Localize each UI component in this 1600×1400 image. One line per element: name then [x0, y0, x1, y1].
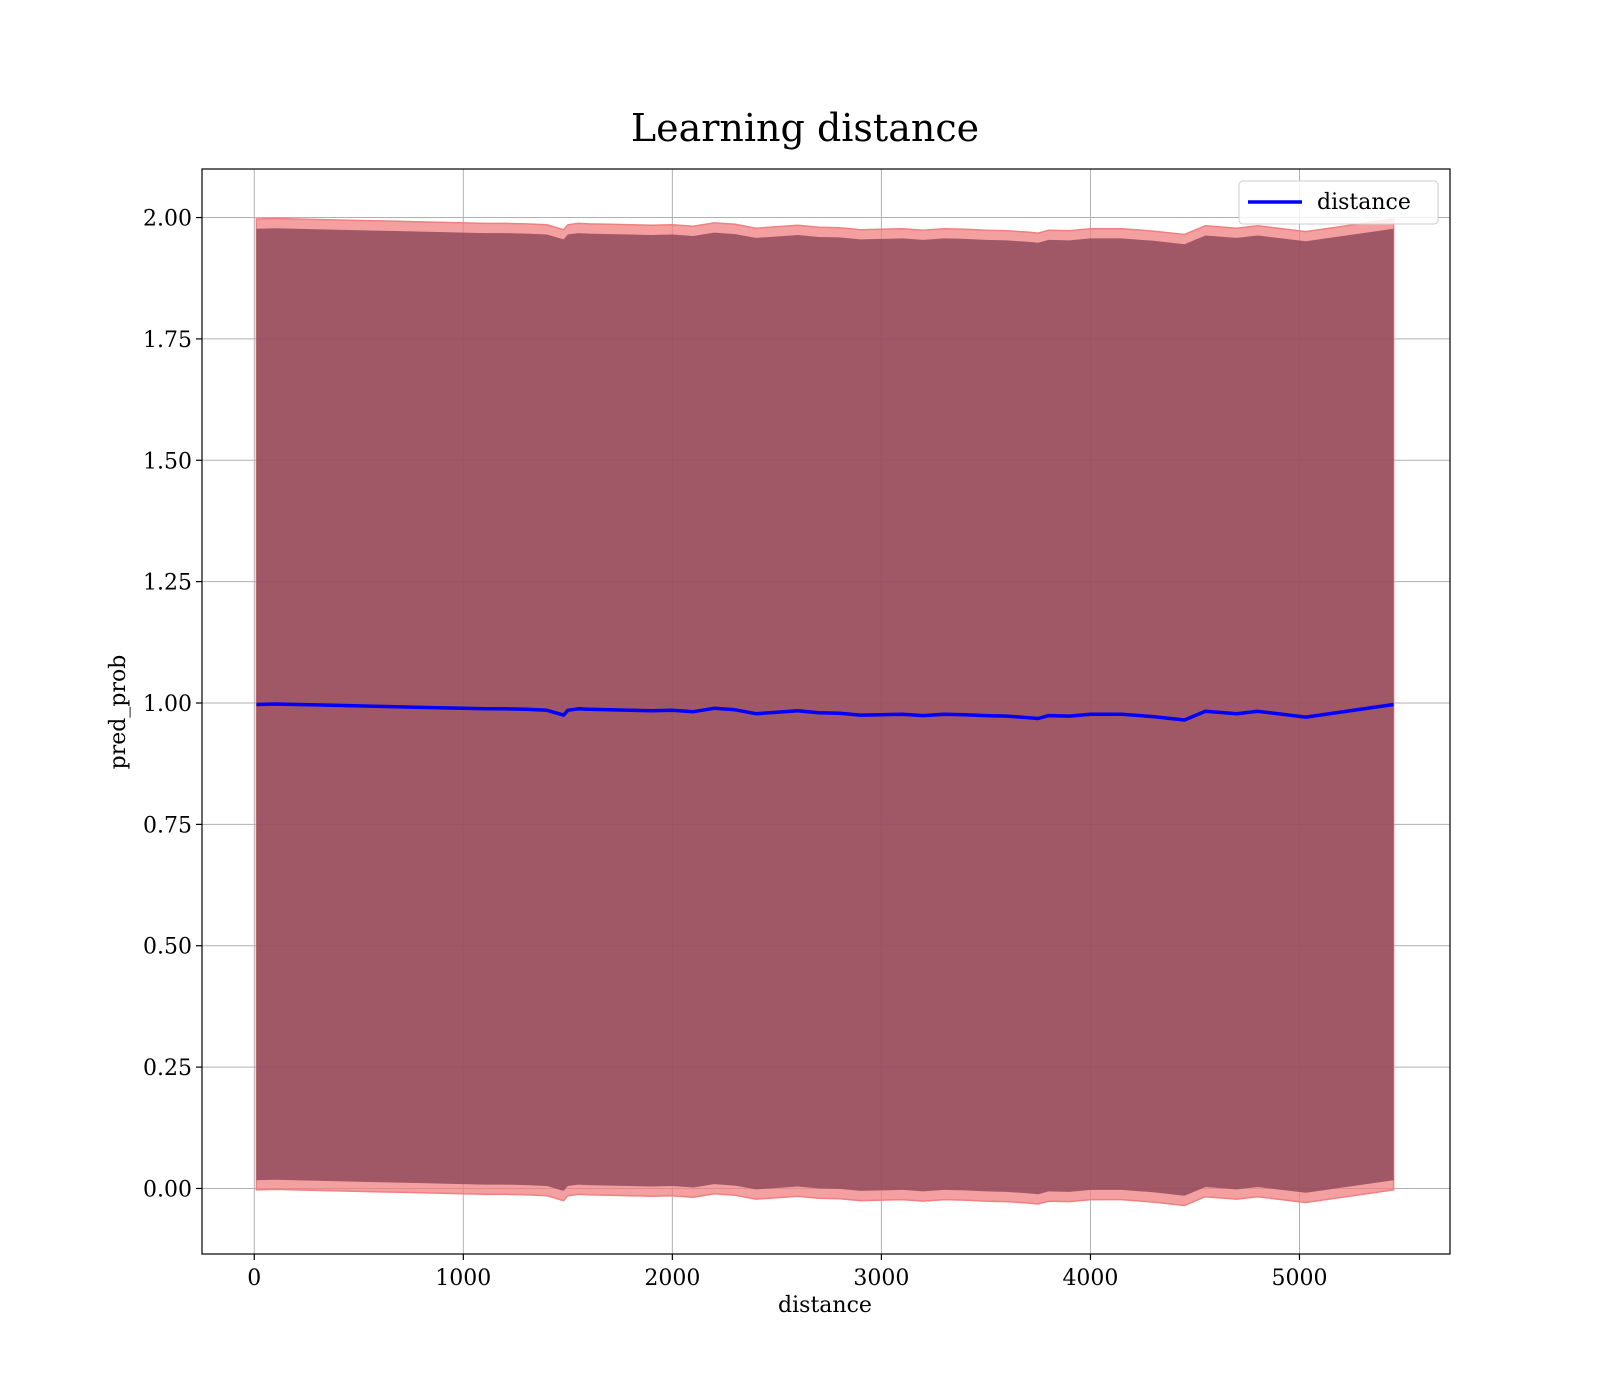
- x-tick-label: 4000: [1062, 1266, 1118, 1291]
- x-tick-label: 3000: [853, 1266, 909, 1291]
- y-axis-title: pred_prob: [106, 655, 131, 770]
- plot-area: 0 1000 2000 3000 4000 5000 0.00 0.25 0.50 0.75 1.0…: [143, 168, 1451, 1291]
- x-tick-label: 5000: [1271, 1266, 1327, 1291]
- y-tick-label: 1.25: [143, 571, 192, 596]
- y-tick-label: 1.00: [143, 692, 192, 717]
- y-tick-label: 0.00: [143, 1177, 192, 1202]
- y-tick-label: 1.50: [143, 449, 192, 474]
- x-tick-label: 1000: [435, 1266, 491, 1291]
- y-tick-label: 1.75: [143, 328, 192, 353]
- x-tick-label: 0: [247, 1266, 261, 1291]
- x-tick-label: 2000: [644, 1266, 700, 1291]
- y-tick-label: 0.25: [143, 1056, 192, 1081]
- series-line-distance: [256, 702, 1394, 722]
- y-tick-label: 0.50: [143, 935, 192, 960]
- x-axis-title: distance: [778, 1293, 872, 1318]
- legend-label-distance: distance: [1317, 190, 1411, 215]
- plot-frame: [201, 168, 1451, 1255]
- y-tick-label: 0.75: [143, 813, 192, 838]
- y-tick-label: 2.00: [143, 207, 192, 232]
- chart-title: Learning distance: [631, 106, 979, 150]
- legend-box: [1238, 180, 1439, 225]
